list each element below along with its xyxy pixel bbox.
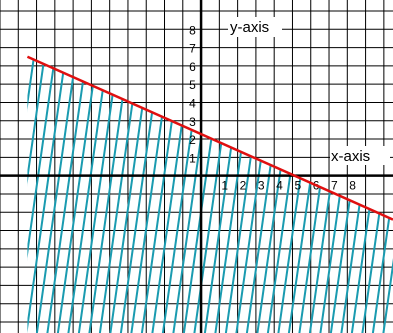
hatch-line <box>0 60 23 333</box>
hatch-line <box>339 59 381 333</box>
hatch-line <box>34 59 77 333</box>
x-tick-label: 3 <box>258 179 265 193</box>
x-tick-label: 1 <box>221 179 228 193</box>
hatch-line <box>66 59 108 333</box>
x-tick-label: 8 <box>349 179 356 193</box>
hatch-line <box>265 59 308 333</box>
hatch-line <box>55 59 98 333</box>
x-tick-label: 4 <box>276 179 283 193</box>
y-tick-label: 3 <box>189 115 196 129</box>
hatch-line <box>234 59 276 333</box>
y-tick-label: 4 <box>189 96 196 110</box>
y-tick-label: 5 <box>189 78 196 92</box>
hatch-line <box>45 59 87 333</box>
hatch-line <box>27 59 66 333</box>
x-tick-label: 5 <box>294 179 301 193</box>
x-axis-label: x-axis <box>331 148 370 165</box>
hatch-line <box>381 59 393 333</box>
hatch-line <box>0 60 13 333</box>
hatch-line <box>297 59 339 333</box>
hatch-line <box>27 59 45 333</box>
hatch-line <box>87 59 129 333</box>
hatch-line <box>76 59 119 333</box>
hatch-line <box>150 59 192 333</box>
y-tick-label: 6 <box>189 60 196 74</box>
hatch-line <box>223 59 266 333</box>
hatch-line <box>255 59 297 333</box>
x-axis-label-background <box>330 146 390 165</box>
y-axis-label: y-axis <box>230 19 269 36</box>
boundary-line <box>26 55 393 221</box>
x-tick-label: 7 <box>331 179 338 193</box>
hatch-line <box>213 59 255 333</box>
hatch-line <box>129 59 171 333</box>
x-tick-label: 2 <box>240 179 247 193</box>
hatch-line <box>192 59 234 333</box>
shaded-region <box>0 59 393 333</box>
hatch-line <box>328 59 371 333</box>
hatch-line <box>97 59 140 333</box>
hatch-line <box>27 59 56 333</box>
y-tick-label: 8 <box>189 23 196 37</box>
y-tick-label: 1 <box>189 151 196 165</box>
hatch-line <box>244 59 287 333</box>
y-tick-label: 2 <box>189 133 196 147</box>
hatch-line <box>27 59 35 333</box>
hatch-line <box>286 59 329 333</box>
y-tick-label: 7 <box>189 42 196 56</box>
y-axis-label-background <box>228 17 282 37</box>
hatch-line <box>349 59 392 333</box>
